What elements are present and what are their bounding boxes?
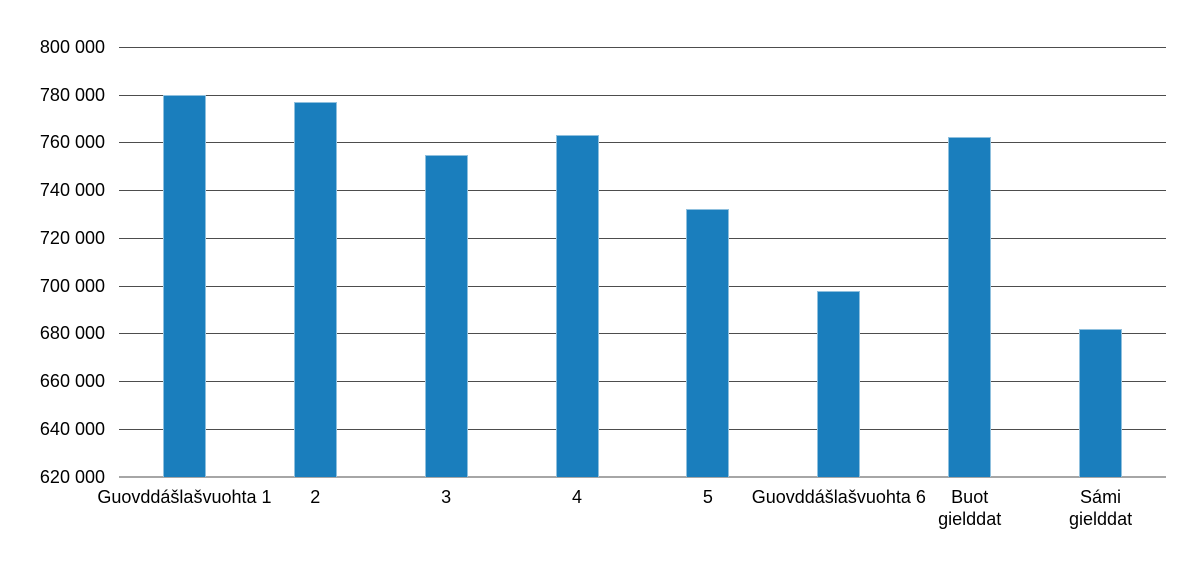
x-axis-category-label: Guovddášlašvuohta 1: [97, 487, 272, 507]
x-axis-category-label: Buot gielddat: [938, 487, 1002, 529]
y-axis-tick-label: 640 000: [39, 418, 105, 439]
gridline: [119, 285, 1166, 287]
y-axis-tick-label: 760 000: [39, 132, 105, 153]
bar: [555, 134, 599, 477]
y-axis-tick-label: 680 000: [39, 323, 105, 344]
bar: [162, 95, 206, 477]
x-axis-category-label: 2: [310, 487, 321, 507]
bar: [948, 136, 992, 477]
bar: [686, 208, 730, 477]
gridline: [119, 428, 1166, 430]
y-axis-tick-label: 740 000: [39, 180, 105, 201]
gridline: [119, 142, 1166, 144]
x-axis-category-label: 5: [702, 487, 713, 507]
y-axis-tick-label: 800 000: [39, 37, 105, 57]
gridline: [119, 47, 1166, 48]
y-axis-tick-label: 720 000: [39, 227, 105, 248]
bar: [1079, 329, 1123, 477]
bar: [817, 290, 861, 477]
x-axis-category-label: Guovddášlašvuohta 6: [751, 487, 926, 507]
x-axis-category-label: 3: [441, 487, 452, 507]
y-axis-tick-label: 660 000: [39, 371, 105, 392]
y-axis-tick-label: 780 000: [39, 84, 105, 105]
y-axis-tick-label: 620 000: [39, 466, 105, 487]
gridline: [119, 381, 1166, 383]
x-axis-category-label: 4: [572, 487, 583, 507]
gridline: [119, 333, 1166, 335]
gridline: [119, 237, 1166, 239]
bar: [293, 102, 337, 477]
bar: [424, 154, 468, 477]
gridline: [119, 190, 1166, 192]
y-axis-tick-label: 700 000: [39, 275, 105, 296]
x-axis-category-label: Sámi gielddat: [1069, 487, 1133, 529]
gridline: [119, 94, 1166, 96]
gridline: [119, 476, 1166, 478]
